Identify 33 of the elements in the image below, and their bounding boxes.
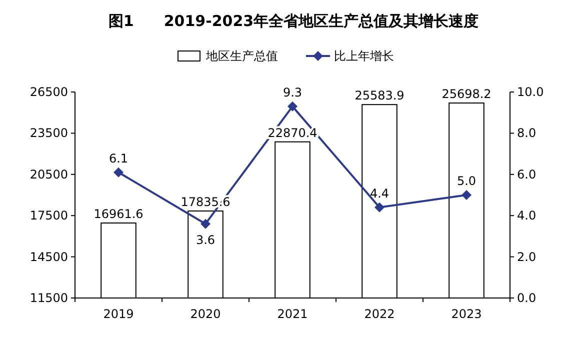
y-tick-label: 14500 xyxy=(30,250,68,264)
x-tick-label: 2023 xyxy=(451,307,482,321)
data-label: 9.3 xyxy=(282,85,302,100)
data-label: 16961.6 xyxy=(94,206,144,221)
y-tick-label: 26500 xyxy=(30,85,68,99)
point xyxy=(462,190,472,200)
legend-label: 比上年增长 xyxy=(334,49,394,63)
x-tick-label: 2022 xyxy=(364,307,395,321)
x-tick-label: 2021 xyxy=(277,307,308,321)
point xyxy=(114,167,124,178)
data-label: 3.6 xyxy=(196,232,216,247)
data-label: 25583.9 xyxy=(354,88,404,103)
y2-tick-label: 10.0 xyxy=(517,85,544,99)
point xyxy=(288,101,298,112)
point xyxy=(200,218,210,229)
data-label: 6.1 xyxy=(108,151,128,166)
y2-tick-label: 8.0 xyxy=(517,126,536,140)
data-label: 25698.2 xyxy=(442,87,492,102)
x-tick-label: 2019 xyxy=(103,307,134,321)
chart-title: 图1 2019-2023年全省地区生产总值及其增长速度 xyxy=(108,12,479,30)
y-tick-label: 11500 xyxy=(30,291,68,305)
y2-tick-label: 2.0 xyxy=(517,250,536,264)
legend-label: 地区生产总值 xyxy=(205,49,278,63)
x-tick-label: 2020 xyxy=(190,307,221,321)
data-label: 4.4 xyxy=(370,186,390,200)
point xyxy=(374,202,384,212)
y-tick-label: 20500 xyxy=(30,167,68,182)
y2-tick-label: 0.0 xyxy=(517,291,536,305)
y2-tick-label: 6.0 xyxy=(517,167,536,182)
data-label: 5.0 xyxy=(456,174,476,188)
y-tick-label: 17500 xyxy=(30,208,68,223)
y2-tick-label: 4.0 xyxy=(517,208,536,223)
y-tick-label: 23500 xyxy=(30,126,68,140)
